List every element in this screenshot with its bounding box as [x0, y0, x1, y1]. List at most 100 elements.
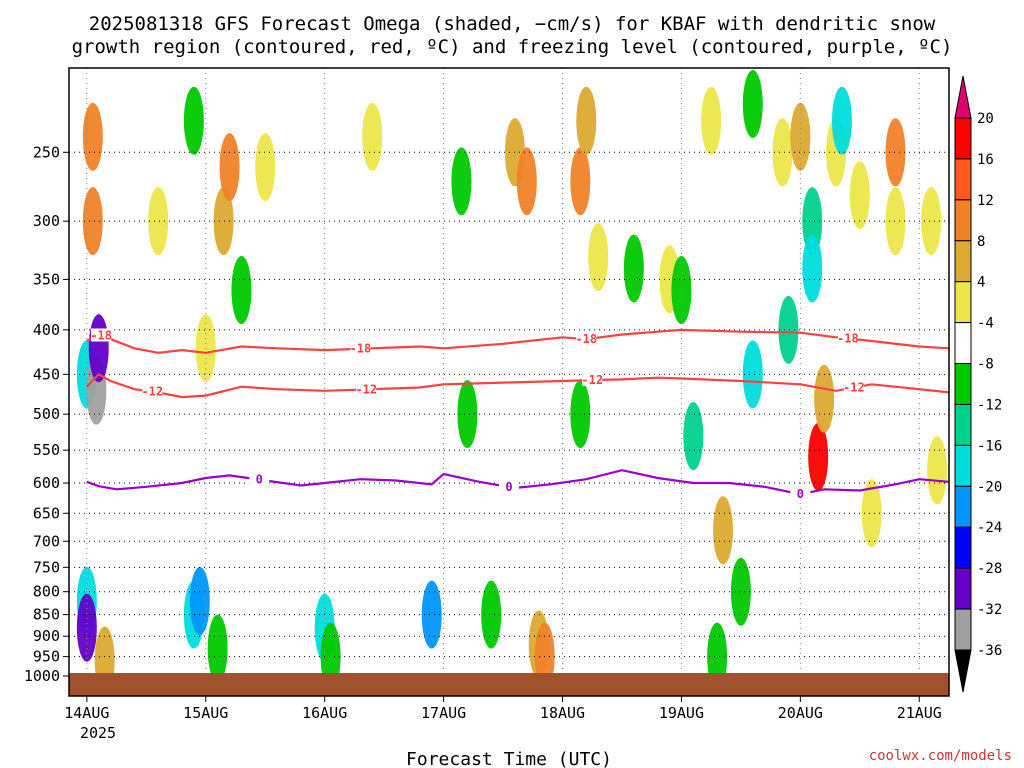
colorbar-swatch-10: [954, 526, 972, 569]
colorbar-label: -16: [977, 438, 1002, 454]
plot-frame: [68, 67, 950, 697]
contour-label--12: -12: [355, 382, 377, 396]
omega-cell-45: [802, 187, 823, 256]
x-axis-label: Forecast Time (UTC): [406, 749, 612, 768]
contour-label--12: -12: [581, 373, 603, 387]
contour-label-bg: [790, 487, 811, 501]
contour-label-bg: [91, 328, 112, 342]
colorbar-bottom-arrow: [954, 649, 972, 693]
omega-cell-22: [451, 147, 472, 216]
contour-label-bg: [350, 341, 371, 355]
omega-cell-24: [481, 580, 502, 649]
colorbar-swatch-7: [954, 403, 972, 446]
omega-cell-43: [778, 295, 799, 364]
omega-cell-20: [362, 102, 383, 171]
colorbar-swatch-11: [954, 567, 972, 610]
omega-cell-32: [570, 380, 591, 449]
contour-label--18: -18: [575, 332, 597, 346]
y-tick-label: 550: [33, 441, 60, 459]
omega-cell-0: [82, 102, 103, 171]
contour-label-0: 0: [505, 480, 512, 494]
omega-cell-47: [808, 422, 829, 491]
colorbar-label: -12: [977, 397, 1002, 413]
omega-cell-53: [885, 118, 906, 187]
omega-cell-55: [927, 436, 948, 505]
credit-text: coolwx.com/models: [869, 748, 1012, 764]
omega-cell-26: [516, 147, 537, 216]
y-tick-label: 850: [33, 606, 60, 624]
omega-cell-52: [885, 187, 906, 256]
chart-title-line2: growth region (contoured, red, ºC) and f…: [72, 36, 953, 58]
colorbar-label: 4: [977, 275, 985, 291]
omega-cell-8: [183, 86, 204, 155]
y-tick-label: 700: [33, 532, 60, 550]
omega-cell-15: [189, 567, 210, 636]
omega-cell-37: [701, 86, 722, 155]
y-tick-label: 300: [33, 212, 60, 230]
omega-cell-48: [814, 364, 835, 433]
colorbar-swatch-4: [954, 281, 972, 324]
colorbar-swatch-6: [954, 363, 972, 405]
colorbar-swatch-2: [954, 199, 972, 242]
omega-cell-35: [671, 256, 692, 325]
omega-cell-56: [861, 479, 882, 548]
omega-cell-51: [849, 161, 870, 230]
y-tick-label: 650: [33, 504, 60, 522]
omega-cell-21: [421, 580, 442, 649]
contour-label-0: 0: [256, 473, 263, 487]
colorbar-swatch-last: [954, 608, 972, 651]
contour-label-bg: [499, 479, 519, 493]
omega-cell-50: [831, 86, 852, 155]
y-tick-label: 400: [33, 321, 60, 339]
colorbar-label: -4: [977, 316, 994, 332]
colorbar-swatch-5: [954, 322, 972, 365]
colorbar-label: -20: [977, 479, 1002, 495]
omega-shading: [76, 70, 948, 695]
colorbar-top-arrow: [954, 75, 972, 119]
y-tick-label: 350: [33, 270, 60, 288]
contour-label--18: -18: [837, 332, 859, 346]
x-tick-label: 20AUG: [778, 704, 823, 722]
colorbar-label: 12: [977, 193, 994, 209]
colorbar-label: -28: [977, 561, 1002, 577]
y-axis: 250 300 350 400 450 500 550 600 650 700 750 800 850 9…: [24, 143, 69, 685]
x-tick-label: 18AUG: [540, 704, 585, 722]
y-tick-label: 900: [33, 627, 60, 645]
omega-cell-40: [742, 70, 763, 139]
contour-label--18: -18: [90, 328, 112, 342]
colorbar: 20 16 12 8 4 -4 -8 -12 -16 -20 -24 -28 -32 -36: [954, 75, 1002, 693]
omega-cell-54: [921, 187, 942, 256]
omega-cell-44: [790, 102, 811, 171]
contour-label--12: -12: [141, 385, 163, 399]
y-tick-label: 800: [33, 583, 60, 601]
omega-cell-9: [213, 187, 234, 256]
x-axis-year: 2025: [80, 724, 116, 742]
plot-area: -18 -18 -18 -18 -12 -12 -12 -12 0 0 0: [68, 67, 950, 697]
omega-cell-16: [207, 614, 228, 683]
omega-cell-6: [76, 593, 97, 662]
contour-label-bg: [356, 382, 377, 396]
colorbar-label: -24: [977, 520, 1002, 536]
omega-cell-1: [82, 187, 103, 256]
chart-title-line1: 2025081318 GFS Forecast Omega (shaded, −…: [89, 13, 936, 35]
x-tick-label: 16AUG: [302, 704, 347, 722]
colorbar-label: -32: [977, 602, 1002, 618]
x-axis: 14AUG 15AUG 16AUG 17AUG 18AUG 19AUG 20AUG 21AUG: [64, 696, 942, 722]
omega-cell-11: [231, 256, 252, 325]
colorbar-label: 20: [977, 111, 994, 127]
omega-cell-46: [802, 234, 823, 303]
contour-label-bg: [249, 472, 270, 486]
contour-lines: -18 -18 -18 -18 -12 -12 -12 -12 0 0 0: [86, 328, 949, 501]
y-tick-label: 500: [33, 405, 60, 423]
x-tick-label: 14AUG: [64, 704, 109, 722]
omega-cell-4: [88, 314, 109, 383]
omega-cell-42: [772, 118, 793, 187]
y-tick-label: 250: [33, 143, 60, 161]
omega-cell-39: [730, 557, 751, 626]
contour-label-bg: [142, 384, 163, 398]
contour-label--18: -18: [350, 342, 372, 356]
colorbar-swatch-1: [954, 158, 972, 201]
omega-cell-36: [683, 402, 704, 471]
omega-cell-10: [219, 133, 240, 202]
